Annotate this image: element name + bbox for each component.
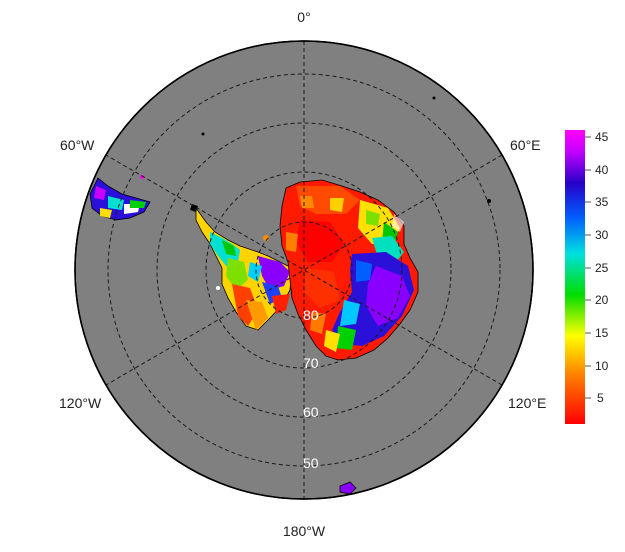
- meridian-60e-120w: [105, 154, 503, 386]
- lon-label-0: 0°: [297, 9, 310, 25]
- colorbar-ramp: [565, 130, 585, 424]
- lon-label-120w: 120°W: [59, 395, 102, 411]
- lon-label-60w: 60°W: [60, 137, 95, 153]
- colorbar-tick-25: 25: [595, 261, 609, 275]
- lon-label-120e: 120°E: [508, 395, 546, 411]
- colorbar-tick-30: 30: [595, 228, 609, 242]
- lat-label-80: 80: [303, 307, 319, 323]
- south-america-tip: [89, 177, 151, 221]
- parallel-60: [156, 122, 452, 418]
- lat-label-50: 50: [303, 455, 319, 471]
- parallel-80: [255, 221, 353, 319]
- colorbar-tick-10: 10: [595, 359, 609, 373]
- colorbar-tick-15: 15: [595, 326, 609, 340]
- lat-label-60: 60: [303, 404, 319, 420]
- colorbar-ticks: [585, 136, 591, 399]
- colorbar-tick-45: 45: [595, 130, 609, 144]
- meridian-120e-60w: [105, 154, 503, 386]
- parallel-70: [205, 171, 403, 369]
- lat-label-70: 70: [303, 355, 319, 371]
- graticule: [105, 41, 503, 499]
- colorbar-tick-40: 40: [595, 163, 609, 177]
- colorbar-tick-5: 5: [597, 391, 604, 405]
- parallel-50: [107, 73, 501, 467]
- colorbar: 45 40 35 30 25 20 15 10 5: [565, 130, 609, 424]
- antarctic-peninsula: [195, 206, 293, 331]
- lon-label-180w: 180°W: [283, 523, 326, 539]
- colorbar-tick-35: 35: [595, 195, 609, 209]
- colorbar-tick-20: 20: [595, 293, 609, 307]
- lon-label-60e: 60°E: [510, 137, 541, 153]
